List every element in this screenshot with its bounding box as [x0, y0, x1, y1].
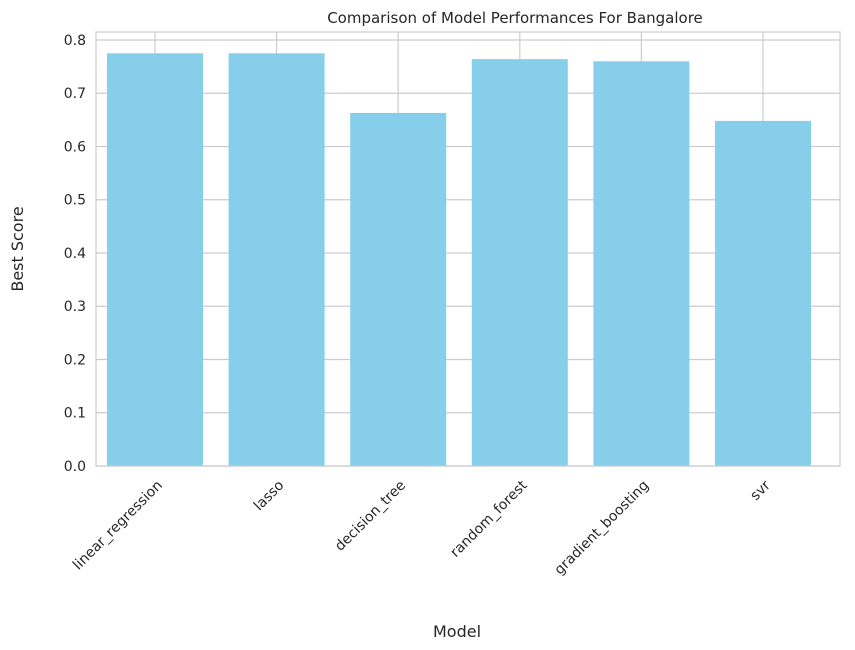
x-tick-labels: linear_regression lasso decision_tree rando… — [70, 477, 774, 578]
y-tick-label: 0.7 — [64, 86, 86, 102]
y-tick-label: 0.6 — [64, 139, 86, 155]
x-axis-title: Model — [433, 622, 481, 641]
x-tick-label: gradient_boosting — [552, 478, 653, 579]
bar-random-forest — [471, 59, 568, 466]
y-tick-labels: 0.0 0.1 0.2 0.3 0.4 0.5 0.6 0.7 0.8 — [64, 33, 86, 475]
bar-decision-tree — [350, 112, 447, 467]
bar-gradient-boosting — [593, 61, 690, 467]
x-tick-label: decision_tree — [332, 478, 409, 555]
y-tick-label: 0.5 — [64, 193, 86, 209]
bars — [107, 53, 811, 467]
bar-lasso — [228, 53, 325, 467]
bar-linear-regression — [107, 53, 203, 467]
x-tick-label: svr — [747, 477, 774, 504]
y-tick-label: 0.0 — [64, 459, 86, 475]
y-tick-label: 0.1 — [64, 406, 86, 422]
y-axis-title: Best Score — [8, 206, 27, 291]
chart-title: Comparison of Model Performances For Ban… — [327, 9, 703, 27]
x-tick-label: random_forest — [447, 477, 531, 561]
y-tick-label: 0.2 — [64, 352, 86, 368]
y-tick-label: 0.3 — [64, 299, 86, 315]
x-tick-label: linear_regression — [70, 478, 166, 574]
y-tick-label: 0.8 — [64, 33, 86, 49]
y-tick-label: 0.4 — [64, 246, 86, 262]
plot-frame — [95, 31, 841, 467]
x-tick-label: lasso — [251, 478, 288, 515]
bar-svr — [715, 120, 811, 467]
